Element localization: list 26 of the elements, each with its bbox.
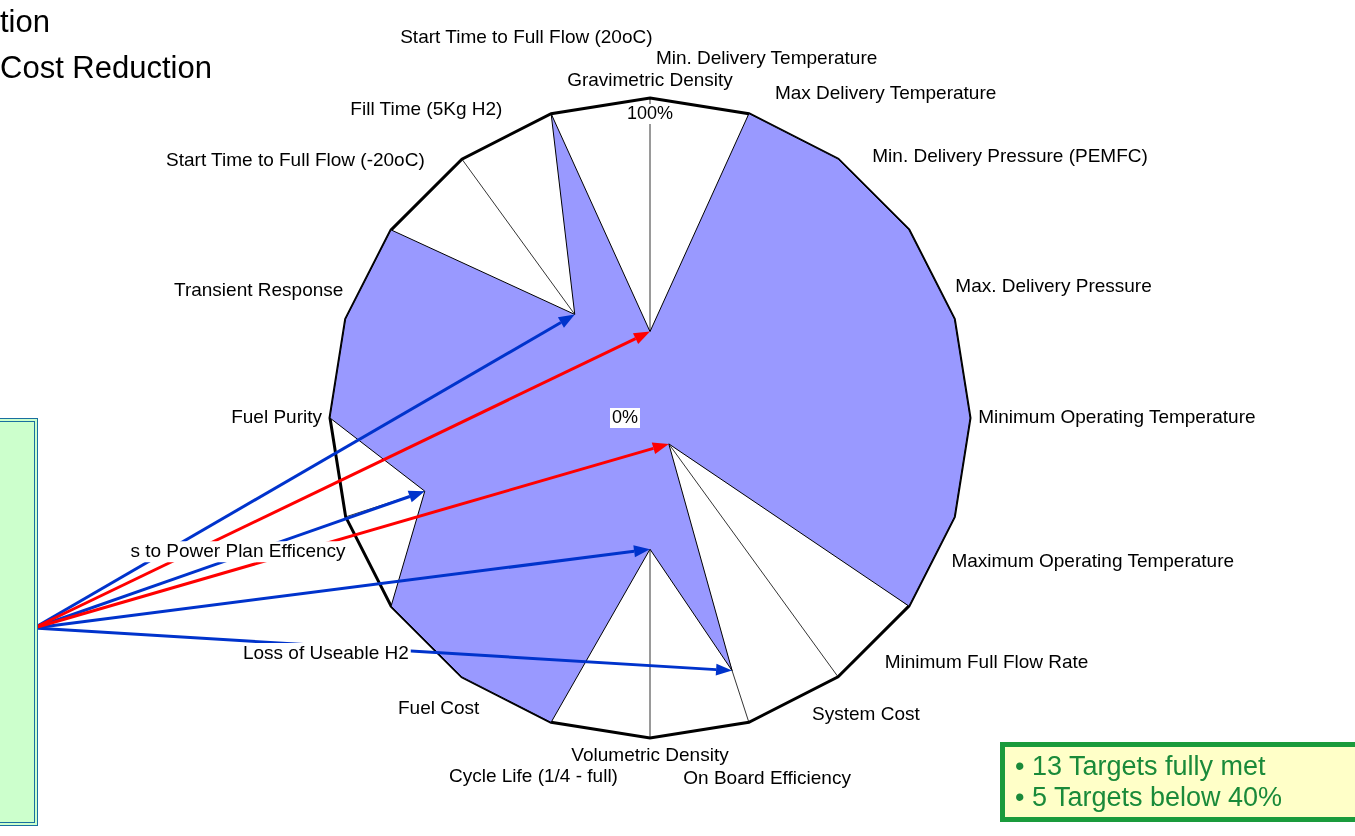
- spoke-label: Minimum Full Flow Rate: [884, 650, 1089, 672]
- y-tick-label: 0%: [611, 406, 639, 427]
- spoke-label: s to Power Plan Efficency: [130, 540, 347, 562]
- spoke-label: On Board Efficiency: [683, 766, 852, 788]
- spoke-label: Maximum Operating Temperature: [951, 550, 1235, 572]
- spoke-label: Transient Response: [174, 279, 344, 301]
- text: Cost Reduction: [0, 50, 212, 86]
- spoke-label: Min. Delivery Pressure (PEMFC): [872, 144, 1148, 166]
- spoke-label: Loss of Useable H2: [242, 641, 409, 663]
- spoke-label: System Cost: [812, 703, 921, 725]
- text: tion: [0, 4, 50, 40]
- spoke-label: Volumetric Density: [571, 743, 730, 765]
- spoke-label: Cycle Life (1/4 - full): [448, 764, 618, 786]
- spoke-label: Start Time to Full Flow (-20oC): [166, 148, 425, 170]
- spoke-label: Fuel Purity: [231, 406, 323, 428]
- y-tick-label: 100%: [626, 102, 674, 123]
- text: • 5 Targets below 40%: [1015, 782, 1284, 813]
- text: • 13 Targets fully met: [1015, 751, 1267, 782]
- spoke-label: Start Time to Full Flow (20oC): [400, 25, 653, 47]
- spoke-label: Max Delivery Temperature: [774, 81, 997, 103]
- spoke-label: Minimum Operating Temperature: [978, 406, 1256, 428]
- spoke-label: Fuel Cost: [397, 697, 481, 719]
- spoke-label: Fill Time (5Kg H2): [350, 98, 503, 120]
- spoke-label: Max. Delivery Pressure: [955, 275, 1152, 297]
- spoke-label: Gravimetric Density: [567, 68, 734, 90]
- spoke-label: Min. Delivery Temperature: [655, 47, 878, 69]
